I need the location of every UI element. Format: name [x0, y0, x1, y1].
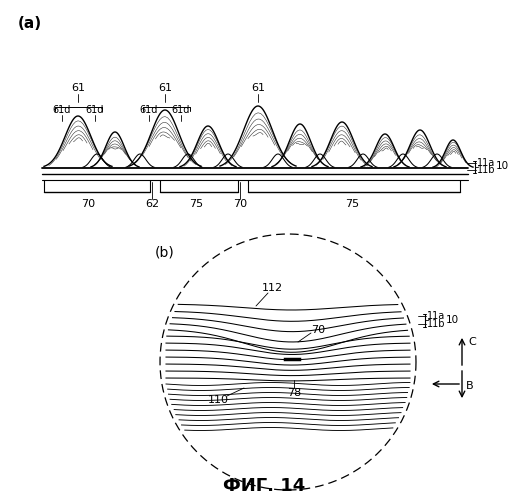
Text: 61: 61	[71, 83, 85, 93]
Text: 61d: 61d	[53, 105, 71, 115]
Text: (a): (a)	[18, 16, 42, 31]
Text: 75: 75	[189, 199, 203, 209]
Text: 110: 110	[208, 395, 229, 405]
Text: 11a: 11a	[427, 311, 445, 321]
Text: 61: 61	[158, 83, 172, 93]
Text: 10: 10	[446, 315, 459, 325]
Text: 11b: 11b	[477, 165, 495, 175]
Text: 61d: 61d	[140, 105, 158, 115]
Text: 78: 78	[287, 388, 301, 398]
Text: ФИГ. 14: ФИГ. 14	[223, 477, 305, 495]
Text: 75: 75	[345, 199, 359, 209]
Text: B: B	[466, 381, 474, 391]
Text: 10: 10	[496, 161, 509, 171]
Text: 70: 70	[233, 199, 247, 209]
Text: C: C	[468, 337, 476, 347]
Text: 62: 62	[145, 199, 159, 209]
Text: 11b: 11b	[427, 319, 446, 329]
Text: 11a: 11a	[477, 158, 495, 168]
Text: 70: 70	[311, 325, 325, 335]
Text: 112: 112	[261, 283, 282, 293]
Text: (b): (b)	[155, 245, 175, 259]
Text: 61d: 61d	[86, 105, 104, 115]
Text: 61d: 61d	[172, 105, 190, 115]
Text: 70: 70	[81, 199, 95, 209]
Text: 61: 61	[251, 83, 265, 93]
